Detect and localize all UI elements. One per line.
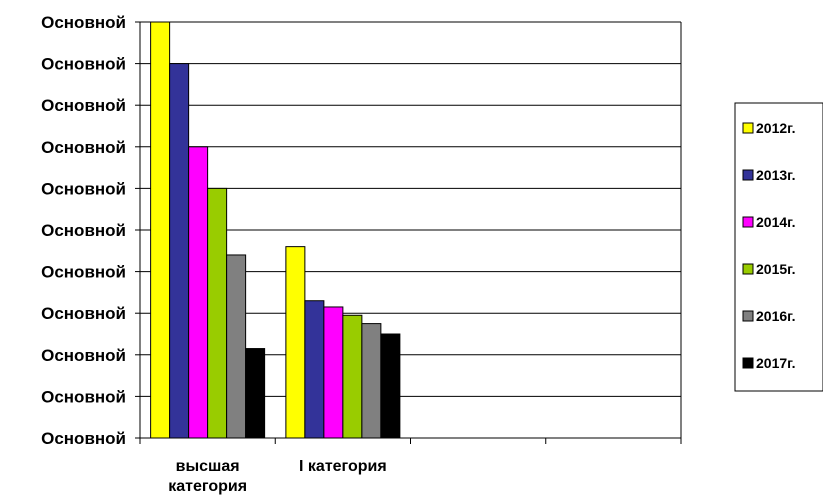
y-tick-label: Основной	[41, 138, 126, 157]
bar-2012-cat1	[150, 21, 171, 439]
bar-2013-cat1	[169, 63, 190, 439]
bar-2012-cat2	[285, 246, 306, 439]
bar-2016-cat2	[361, 323, 382, 439]
x-category-label: категория	[168, 478, 247, 495]
bar-2017-cat1	[245, 348, 266, 439]
bar-2014-cat1	[188, 146, 209, 439]
y-tick-label: Основной	[41, 346, 126, 365]
y-tick-label: Основной	[41, 13, 126, 32]
legend-label: 2014г.	[756, 214, 795, 230]
bar-2017-cat2	[380, 333, 401, 439]
y-tick-label: Основной	[41, 96, 126, 115]
legend-swatch	[742, 263, 754, 275]
bar-2016-cat1	[226, 254, 247, 439]
bar-2015-cat1	[207, 187, 228, 439]
y-tick-label: Основной	[41, 179, 126, 198]
legend-swatch	[742, 169, 754, 181]
y-tick-label: Основной	[41, 263, 126, 282]
legend-box	[734, 102, 823, 392]
y-axis: Основной Основной Основной Основной Основной…	[41, 13, 141, 448]
legend-swatch	[742, 216, 754, 228]
legend: 2012г. 2013г. 2014г. 2015г. 2016г. 2017г.	[734, 102, 823, 392]
legend-label: 2015г.	[756, 261, 795, 277]
y-tick-label: Основной	[41, 387, 126, 406]
y-tick-label: Основной	[41, 221, 126, 240]
x-category-label: высшая	[176, 458, 240, 475]
legend-swatch	[742, 122, 754, 134]
legend-label: 2016г.	[756, 308, 795, 324]
x-category-label: I категория	[299, 458, 387, 475]
legend-label: 2017г.	[756, 355, 795, 371]
legend-swatch	[742, 357, 754, 369]
bar-2013-cat2	[304, 300, 325, 439]
y-tick-label: Основной	[41, 304, 126, 323]
bar-2015-cat2	[342, 314, 363, 439]
legend-swatch	[742, 310, 754, 322]
legend-label: 2013г.	[756, 167, 795, 183]
y-tick-label: Основной	[41, 429, 126, 448]
legend-label: 2012г.	[756, 120, 795, 136]
bar-2014-cat2	[323, 306, 344, 439]
y-tick-label: Основной	[41, 55, 126, 74]
x-axis: высшая категория I категория	[139, 437, 682, 495]
